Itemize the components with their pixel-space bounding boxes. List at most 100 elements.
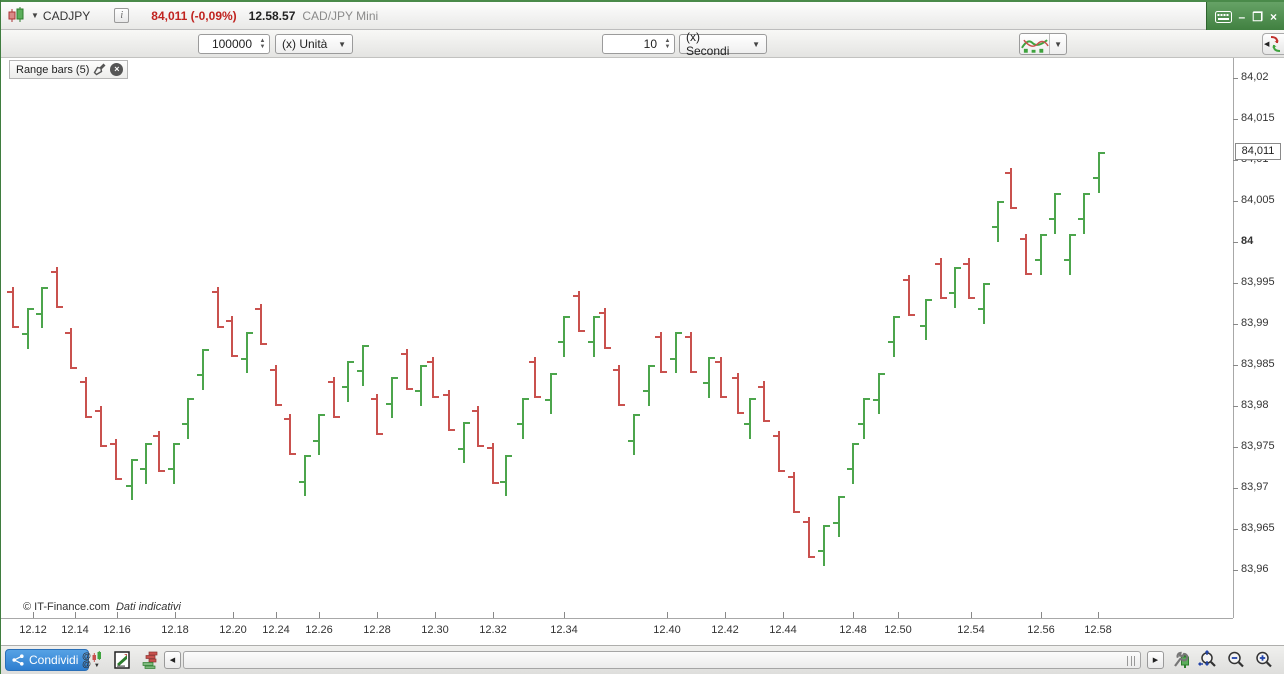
- symbol-label[interactable]: CADJPY: [42, 8, 91, 23]
- bar-open-tick: [517, 423, 522, 426]
- share-icon: [12, 654, 24, 666]
- spinner-up-icon[interactable]: ▲: [664, 37, 671, 44]
- window-controls: – ❒ ×: [1206, 2, 1284, 32]
- bar-close-tick: [524, 397, 529, 400]
- range-bar: [878, 373, 880, 415]
- chart-type-dropdown-arrow[interactable]: ▼: [1049, 34, 1066, 54]
- x-axis-label: 12.34: [550, 624, 578, 636]
- period-spinner[interactable]: ▲ ▼: [661, 35, 674, 53]
- x-axis-tick: [493, 612, 494, 618]
- bar-open-tick: [670, 357, 675, 360]
- indicator-tab[interactable]: Range bars (5) ×: [9, 60, 129, 79]
- bar-open-tick: [1078, 218, 1083, 221]
- x-axis-line: [1, 618, 1233, 619]
- x-axis-label: 12.58: [1084, 624, 1112, 636]
- y-axis-label: 83,98: [1241, 399, 1269, 411]
- period-value[interactable]: 10: [643, 37, 657, 51]
- y-axis-label: 83,985: [1241, 358, 1275, 370]
- bar-close-tick: [306, 455, 311, 458]
- keyboard-icon[interactable]: [1214, 11, 1232, 23]
- horizontal-scrollbar-thumb[interactable]: [183, 651, 1141, 669]
- x-axis-label: 12.26: [305, 624, 333, 636]
- bar-open-tick: [1049, 218, 1054, 221]
- chart-options-button[interactable]: [1171, 649, 1193, 671]
- bar-open-tick: [858, 423, 863, 426]
- x-axis-label: 12.50: [884, 624, 912, 636]
- units-unit-select[interactable]: (x) Unità ▼: [275, 34, 353, 54]
- bar-close-tick: [450, 428, 455, 431]
- info-icon[interactable]: i: [114, 8, 130, 23]
- y-axis-label: 84,005: [1241, 194, 1275, 206]
- y-axis-line: [1233, 58, 1234, 618]
- spinner-up-icon[interactable]: ▲: [259, 37, 266, 44]
- y-axis-label: 83,99: [1241, 317, 1269, 329]
- maximize-button[interactable]: ❒: [1252, 10, 1263, 24]
- bar-open-tick: [558, 341, 563, 344]
- y-axis-tick: [1233, 119, 1238, 120]
- market-depth-icon[interactable]: [139, 649, 161, 671]
- range-bar: [708, 356, 710, 398]
- range-bar: [173, 442, 175, 484]
- minimize-button[interactable]: –: [1238, 10, 1246, 24]
- bar-open-tick: [168, 468, 173, 471]
- y-axis-tick: [1233, 406, 1238, 407]
- bar-close-tick: [662, 371, 667, 374]
- x-axis-tick: [971, 612, 972, 618]
- bar-close-tick: [507, 455, 512, 458]
- share-button[interactable]: Condividi: [5, 649, 90, 671]
- period-unit-select[interactable]: (x) Secondi ▼: [679, 30, 767, 58]
- bar-open-tick: [226, 319, 231, 322]
- bar-open-tick: [818, 550, 823, 553]
- instrument-name: CAD/JPY Mini: [302, 8, 379, 23]
- units-input[interactable]: 100000 ▲ ▼: [198, 34, 270, 54]
- wrench-icon[interactable]: [93, 63, 106, 76]
- units-spinner[interactable]: ▲ ▼: [256, 35, 269, 53]
- bar-close-tick: [204, 348, 209, 351]
- zoom-out-button[interactable]: [1225, 649, 1247, 671]
- zoom-in-button[interactable]: [1253, 649, 1275, 671]
- price-plot[interactable]: [1, 58, 1233, 618]
- bar-open-tick: [655, 336, 660, 339]
- sidebar-collapse-handle[interactable]: ◀: [1262, 33, 1284, 55]
- range-bar: [347, 360, 349, 402]
- bar-close-tick: [43, 287, 48, 290]
- bar-open-tick: [182, 423, 187, 426]
- bar-close-tick: [1012, 207, 1017, 210]
- news-icon[interactable]: [111, 649, 133, 671]
- bottom-toolbar: Condividi @ @ ▼: [1, 645, 1284, 674]
- spinner-down-icon[interactable]: ▼: [664, 43, 671, 50]
- linked-symbols-icon[interactable]: @ @ ▼: [82, 651, 101, 669]
- indicator-label: Range bars (5): [16, 63, 90, 76]
- chart-type-button[interactable]: ▼: [1019, 33, 1067, 55]
- scroll-left-button[interactable]: ◀: [164, 651, 181, 669]
- collapse-left-icon: ◀: [1264, 41, 1270, 48]
- spinner-down-icon[interactable]: ▼: [259, 43, 266, 50]
- x-axis-label: 12.14: [61, 624, 89, 636]
- close-indicator-icon[interactable]: ×: [110, 63, 124, 76]
- x-axis-label: 12.44: [769, 624, 797, 636]
- x-axis-label: 12.24: [262, 624, 290, 636]
- zoom-fit-button[interactable]: [1197, 649, 1219, 671]
- x-axis-label: 12.30: [421, 624, 449, 636]
- bar-close-tick: [335, 416, 340, 419]
- candlestick-logo-icon: [8, 7, 24, 22]
- units-value[interactable]: 100000: [211, 37, 252, 51]
- bar-open-tick: [643, 390, 648, 393]
- x-axis-tick: [725, 612, 726, 618]
- range-bar: [763, 381, 765, 423]
- bar-close-tick: [58, 305, 63, 308]
- x-axis-label: 12.32: [479, 624, 507, 636]
- bar-open-tick: [126, 484, 131, 487]
- range-bar: [1054, 192, 1056, 234]
- period-input[interactable]: 10 ▲ ▼: [602, 34, 675, 54]
- symbol-dropdown-arrow[interactable]: ▼: [31, 11, 39, 20]
- range-bar: [675, 332, 677, 374]
- bar-open-tick: [22, 333, 27, 336]
- range-bar: [522, 397, 524, 439]
- bar-open-tick: [212, 291, 217, 294]
- y-axis-label: 83,965: [1241, 522, 1275, 534]
- range-bar: [940, 258, 942, 300]
- scroll-right-button[interactable]: ▶: [1147, 651, 1164, 669]
- bar-open-tick: [95, 410, 100, 413]
- close-button[interactable]: ×: [1269, 10, 1277, 24]
